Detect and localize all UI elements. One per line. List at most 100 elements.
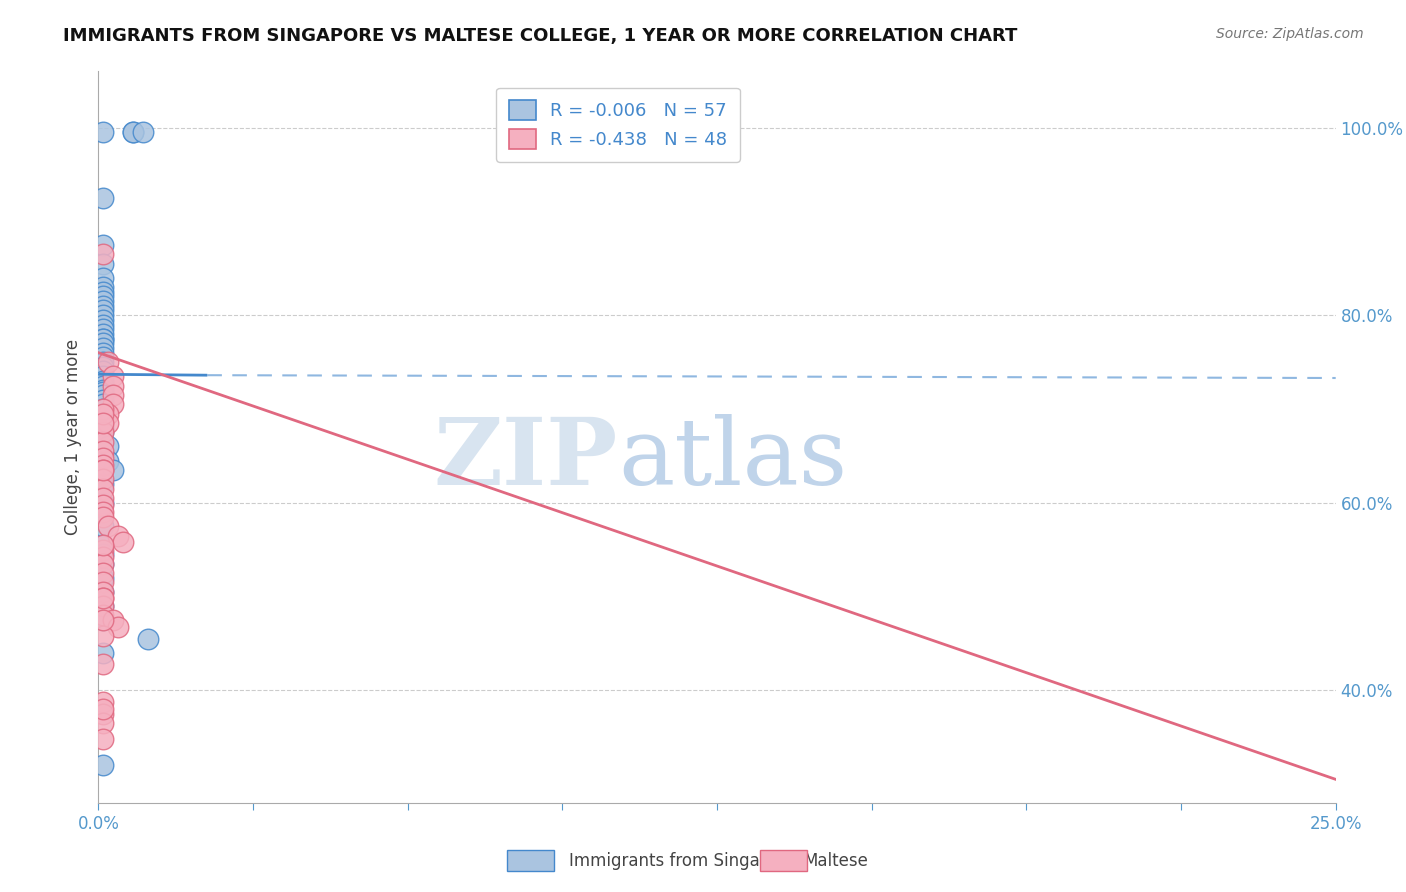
Text: Immigrants from Singapore: Immigrants from Singapore	[568, 853, 797, 871]
Point	[93, 345, 115, 359]
Point	[93, 303, 115, 318]
Point	[93, 247, 115, 261]
Point	[93, 397, 115, 411]
Point	[93, 450, 115, 465]
Point	[103, 369, 125, 384]
Point	[93, 308, 115, 322]
Point	[93, 482, 115, 496]
Point	[93, 571, 115, 585]
Point	[93, 599, 115, 613]
Point	[93, 550, 115, 565]
Point	[93, 434, 115, 449]
Point	[93, 472, 115, 486]
Point	[93, 401, 115, 416]
Point	[93, 444, 115, 458]
Point	[93, 336, 115, 351]
Point	[93, 355, 115, 369]
Point	[93, 694, 115, 708]
Point	[93, 359, 115, 374]
Point	[93, 425, 115, 440]
Point	[93, 458, 115, 473]
Point	[103, 463, 125, 477]
Point	[93, 608, 115, 623]
Text: Source: ZipAtlas.com: Source: ZipAtlas.com	[1216, 27, 1364, 41]
Point	[107, 528, 129, 542]
Text: atlas: atlas	[619, 414, 848, 504]
Point	[93, 285, 115, 299]
Point	[93, 547, 115, 561]
Point	[103, 388, 125, 402]
Point	[93, 716, 115, 731]
Point	[93, 491, 115, 505]
Point	[93, 376, 115, 390]
Point	[136, 632, 159, 646]
Point	[93, 411, 115, 425]
Point	[93, 706, 115, 721]
Point	[93, 332, 115, 346]
Point	[93, 341, 115, 355]
Point	[93, 364, 115, 378]
Text: Maltese: Maltese	[804, 853, 869, 871]
Point	[93, 322, 115, 336]
Point	[93, 591, 115, 606]
Point	[93, 646, 115, 660]
Point	[93, 299, 115, 313]
Point	[93, 407, 115, 421]
Point	[93, 575, 115, 590]
Point	[93, 477, 115, 491]
Point	[107, 619, 129, 633]
Point	[97, 453, 120, 467]
Point	[93, 191, 115, 205]
Point	[93, 629, 115, 643]
Point	[93, 702, 115, 716]
Point	[93, 519, 115, 533]
Point	[93, 326, 115, 341]
Point	[93, 383, 115, 397]
Point	[93, 416, 115, 430]
Point	[97, 355, 120, 369]
Point	[103, 613, 125, 627]
Point	[93, 613, 115, 627]
Point	[93, 557, 115, 571]
Point	[97, 519, 120, 533]
Point	[93, 584, 115, 599]
Point	[93, 463, 115, 477]
Point	[93, 369, 115, 384]
Point	[93, 496, 115, 510]
Point	[97, 440, 120, 454]
Point	[97, 407, 120, 421]
FancyBboxPatch shape	[761, 850, 807, 871]
Text: IMMIGRANTS FROM SINGAPORE VS MALTESE COLLEGE, 1 YEAR OR MORE CORRELATION CHART: IMMIGRANTS FROM SINGAPORE VS MALTESE COL…	[63, 27, 1018, 45]
Point	[93, 388, 115, 402]
Y-axis label: College, 1 year or more: College, 1 year or more	[65, 339, 83, 535]
Point	[93, 538, 115, 552]
Point	[93, 505, 115, 519]
Point	[93, 289, 115, 303]
Legend: R = -0.006   N = 57, R = -0.438   N = 48: R = -0.006 N = 57, R = -0.438 N = 48	[496, 87, 740, 161]
Point	[93, 599, 115, 613]
FancyBboxPatch shape	[506, 850, 554, 871]
Point	[93, 420, 115, 434]
Point	[93, 613, 115, 627]
Point	[93, 538, 115, 552]
Point	[93, 332, 115, 346]
Point	[103, 397, 125, 411]
Text: ZIP: ZIP	[434, 414, 619, 504]
Point	[93, 401, 115, 416]
Point	[93, 509, 115, 524]
Point	[93, 280, 115, 294]
Point	[93, 657, 115, 671]
Point	[93, 542, 115, 557]
Point	[93, 294, 115, 309]
Point	[93, 498, 115, 512]
Point	[93, 463, 115, 477]
Point	[93, 378, 115, 392]
Point	[93, 125, 115, 139]
Point	[97, 416, 120, 430]
Point	[93, 313, 115, 327]
Point	[132, 125, 155, 139]
Point	[93, 425, 115, 440]
Point	[93, 257, 115, 271]
Point	[93, 385, 115, 400]
Point	[93, 237, 115, 252]
